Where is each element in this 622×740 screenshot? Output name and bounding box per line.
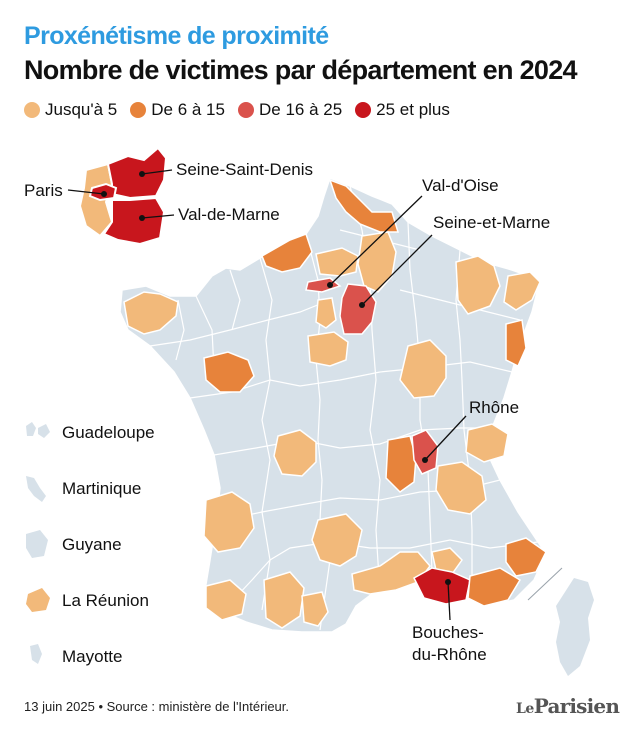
dept-aisne bbox=[357, 231, 397, 293]
dept-rhone bbox=[411, 429, 439, 475]
guadeloupe-shape bbox=[26, 422, 50, 438]
legend-item-2: De 6 à 15 bbox=[130, 100, 225, 120]
dept-vaucluse bbox=[431, 547, 463, 575]
dept-vienne bbox=[273, 429, 317, 477]
legend-item-1: Jusqu'à 5 bbox=[24, 100, 117, 120]
dept-nord bbox=[328, 178, 400, 233]
legend-swatch-1 bbox=[24, 102, 40, 118]
dept-calvados bbox=[261, 233, 313, 273]
dept-oise bbox=[315, 247, 359, 277]
legend-item-3: De 16 à 25 bbox=[237, 100, 343, 120]
overseas-martinique: Martinique bbox=[26, 476, 141, 502]
leader-val-de-marne bbox=[141, 214, 175, 219]
legend-swatch-2 bbox=[130, 102, 147, 118]
dept-seine-et-marne bbox=[339, 283, 377, 335]
label-guyane: Guyane bbox=[62, 535, 122, 554]
dept-sarthe bbox=[203, 351, 255, 393]
overseas-mayotte: Mayotte bbox=[30, 644, 122, 666]
map-subtitle: Nombre de victimes par département en 20… bbox=[24, 55, 578, 85]
dept-var bbox=[467, 567, 522, 607]
corsica bbox=[556, 578, 594, 676]
logo-name: Parisien bbox=[533, 694, 620, 718]
dept-val-d-oise bbox=[305, 277, 342, 293]
leader-seine-et-marne bbox=[361, 234, 433, 306]
dept-ain-savoie bbox=[465, 423, 509, 463]
overseas-guadeloupe: Guadeloupe bbox=[26, 422, 155, 442]
leader-bouches-du-rhone bbox=[447, 581, 451, 621]
dept-alpes-maritimes bbox=[505, 537, 547, 577]
legend-swatch-3 bbox=[237, 102, 254, 118]
label-seine-saint-denis: Seine-Saint-Denis bbox=[176, 160, 313, 179]
guyane-shape bbox=[26, 530, 48, 558]
department-fills bbox=[123, 178, 547, 629]
dept-haut-rhin bbox=[505, 319, 527, 368]
le-parisien-logo: LeParisien bbox=[516, 694, 620, 718]
dept-marne-ardennes bbox=[455, 255, 501, 315]
label-bouches-du-rhone-line2: du-Rhône bbox=[412, 645, 487, 664]
leader-paris bbox=[67, 189, 105, 195]
legend-item-4: 25 et plus bbox=[355, 100, 450, 120]
label-rhone: Rhône bbox=[469, 398, 519, 417]
dept-ariege bbox=[301, 591, 329, 627]
legend-label-4: 25 et plus bbox=[376, 100, 450, 119]
mayotte-shape bbox=[30, 644, 42, 664]
la-reunion-shape bbox=[26, 588, 50, 612]
legend-label-1: Jusqu'à 5 bbox=[45, 100, 118, 119]
dept-gironde bbox=[203, 491, 255, 553]
leader-rhone bbox=[424, 415, 467, 461]
label-seine-et-marne: Seine-et-Marne bbox=[433, 213, 550, 232]
dept-lot-aveyron bbox=[311, 513, 363, 567]
label-la-reunion: La Réunion bbox=[62, 591, 149, 610]
dept-isere bbox=[435, 461, 487, 515]
overseas-territories: Guadeloupe Martinique Guyane La Réunion … bbox=[26, 422, 155, 666]
inset-val-de-marne bbox=[102, 196, 166, 246]
label-val-d-oise: Val-d'Oise bbox=[422, 176, 499, 195]
overseas-guyane: Guyane bbox=[26, 530, 122, 558]
label-guadeloupe: Guadeloupe bbox=[62, 423, 155, 442]
label-bouches-du-rhone-line1: Bouches- bbox=[412, 623, 484, 642]
overseas-la-reunion: La Réunion bbox=[26, 588, 149, 612]
leader-seine-saint-denis bbox=[141, 169, 173, 175]
dept-bas-rhin bbox=[503, 271, 541, 311]
paris-inset bbox=[78, 146, 168, 246]
label-paris: Paris bbox=[24, 181, 63, 200]
leader-lines bbox=[67, 169, 467, 621]
dept-loire bbox=[385, 435, 417, 493]
legend-label-3: De 16 à 25 bbox=[258, 100, 343, 119]
leader-val-d-oise bbox=[329, 195, 423, 286]
legend-swatch-4 bbox=[355, 102, 372, 118]
inset-seine-saint-denis bbox=[106, 146, 168, 200]
legend: Jusqu'à 5 De 6 à 15 De 16 à 25 25 et plu… bbox=[24, 100, 463, 120]
corsica-separator bbox=[527, 567, 563, 601]
map-title: Proxénétisme de proximité bbox=[24, 22, 329, 50]
dept-pyrenees-atlantiques bbox=[205, 579, 247, 621]
dept-haute-garonne bbox=[263, 571, 305, 629]
logo-le: Le bbox=[516, 701, 534, 717]
label-val-de-marne: Val-de-Marne bbox=[178, 205, 280, 224]
dept-finistere bbox=[123, 291, 179, 335]
leader-dots bbox=[101, 171, 451, 585]
label-mayotte: Mayotte bbox=[62, 647, 122, 666]
footer-source: 13 juin 2025 • Source : ministère de l'I… bbox=[24, 699, 290, 714]
dept-cote-d-or bbox=[399, 339, 447, 399]
inset-hauts-de-seine bbox=[78, 162, 114, 238]
dept-yvelines bbox=[315, 297, 337, 329]
label-martinique: Martinique bbox=[62, 479, 141, 498]
legend-label-2: De 6 à 15 bbox=[151, 100, 225, 119]
martinique-shape bbox=[26, 476, 46, 502]
dept-loiret bbox=[307, 331, 349, 367]
